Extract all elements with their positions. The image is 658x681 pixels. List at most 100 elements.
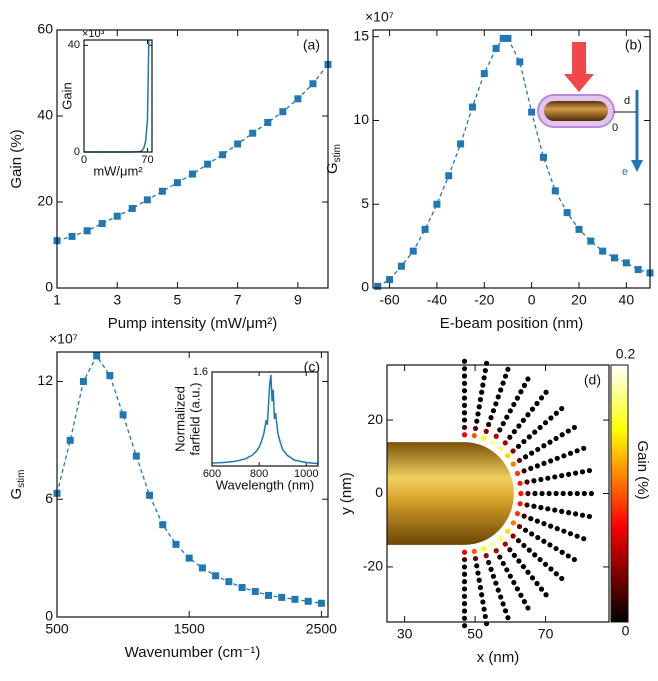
- annotation: e: [622, 166, 628, 178]
- plot-frame: [56, 29, 329, 289]
- data-point: [504, 34, 512, 42]
- gain-dot: [498, 535, 504, 542]
- x-tick-label: 1000: [294, 468, 318, 480]
- gain-dot: [574, 533, 580, 539]
- rod: [544, 101, 608, 121]
- gain-dot: [511, 401, 517, 408]
- gain-dot: [500, 560, 506, 567]
- gain-dot: [516, 523, 523, 530]
- gain-dot: [480, 599, 486, 605]
- axis-exponent: ×10⁷: [365, 9, 394, 25]
- annotation: d: [624, 95, 630, 107]
- gain-dot: [481, 375, 487, 381]
- gain-dot: [472, 555, 479, 562]
- gain-dot: [520, 417, 527, 423]
- gain-dot: [543, 389, 549, 395]
- gain-dot: [493, 433, 499, 439]
- gain-dot: [518, 592, 524, 598]
- data-point: [173, 179, 181, 187]
- data-point: [212, 572, 220, 580]
- x-tick-label: 1500: [174, 621, 205, 637]
- gain-dot: [498, 445, 504, 452]
- gain-dot: [504, 567, 510, 573]
- x-tick-label: 20: [571, 292, 587, 308]
- gain-dot: [579, 512, 586, 518]
- gain-dot: [526, 547, 532, 553]
- gain-dot: [502, 440, 508, 446]
- gain-dot: [529, 575, 536, 581]
- gain-dot: [559, 575, 565, 582]
- x-tick-label: 9: [294, 292, 302, 308]
- data-point: [528, 108, 536, 116]
- gain-dot: [542, 420, 549, 426]
- gain-dot: [461, 556, 468, 563]
- data-point: [146, 491, 154, 499]
- gain-dot: [461, 571, 468, 577]
- gain-dot: [474, 418, 480, 424]
- gain-dot: [471, 433, 477, 439]
- gain-dot: [574, 448, 580, 454]
- y-tick-label: 60: [37, 21, 53, 37]
- gain-dot: [500, 380, 506, 386]
- gain-dot: [510, 520, 516, 526]
- gain-dot: [507, 434, 513, 440]
- gain-dot: [502, 608, 509, 614]
- gain-dot: [559, 432, 565, 438]
- data-point: [158, 187, 166, 195]
- gain-dot: [528, 465, 534, 471]
- gain-dot: [461, 549, 468, 555]
- gain-dot: [537, 556, 543, 563]
- gain-dot: [514, 470, 521, 477]
- gain-dot: [538, 395, 545, 401]
- gain-dot: [547, 542, 553, 548]
- data-point: [79, 377, 87, 385]
- gain-dot: [461, 395, 468, 401]
- y-tick-label: 0: [375, 484, 383, 500]
- gain-dot: [461, 615, 468, 621]
- panel-label: (b): [625, 37, 642, 53]
- gain-dot: [474, 563, 480, 569]
- gain-dot: [528, 516, 534, 522]
- gain-dot: [529, 531, 535, 537]
- gain-dot: [502, 373, 509, 379]
- gain-dot: [572, 470, 579, 476]
- y-tick-label: 12: [37, 372, 53, 388]
- gain-dot: [475, 570, 481, 576]
- pump-arrow: [564, 42, 594, 92]
- y-tick-label: 10: [353, 111, 369, 127]
- panel: -60 -40 -20 0 20 40 0 5 10 15 E-beam position (nm)…: [324, 9, 654, 332]
- data-line: [56, 354, 322, 604]
- gain-dot: [553, 571, 559, 577]
- gain-dot: [526, 434, 532, 440]
- data-point: [93, 352, 101, 360]
- axis-exponent: ×10³: [82, 28, 105, 40]
- gain-dot: [532, 490, 538, 497]
- gain-dot: [498, 594, 504, 600]
- data-point: [445, 172, 453, 180]
- data-point: [113, 212, 121, 220]
- gain-dot: [566, 471, 572, 477]
- gain-dot: [510, 461, 516, 467]
- gain-dot: [481, 546, 487, 552]
- gain-dot: [554, 455, 560, 461]
- data-point: [159, 521, 167, 529]
- data-point: [457, 140, 465, 148]
- colorbar-tick-label: 0: [622, 623, 630, 639]
- nanorod: [387, 442, 514, 545]
- gain-dot: [515, 538, 522, 544]
- data-point: [279, 108, 287, 116]
- y-tick-label: 5: [361, 195, 369, 211]
- data-point: [492, 44, 500, 52]
- x-axis-label: Wavelength (nm): [216, 477, 315, 492]
- gain-dot: [553, 435, 559, 442]
- y-tick-label: 0: [74, 146, 80, 158]
- y-axis-label: y (nm): [338, 472, 355, 515]
- gain-dot: [554, 526, 560, 532]
- gain-dot: [538, 476, 544, 483]
- data-point: [499, 34, 507, 42]
- data-point: [309, 80, 317, 88]
- gain-dot: [471, 548, 477, 554]
- gain-dot: [548, 415, 554, 421]
- y-tick-label: 0: [45, 279, 53, 295]
- gain-dot: [559, 549, 565, 555]
